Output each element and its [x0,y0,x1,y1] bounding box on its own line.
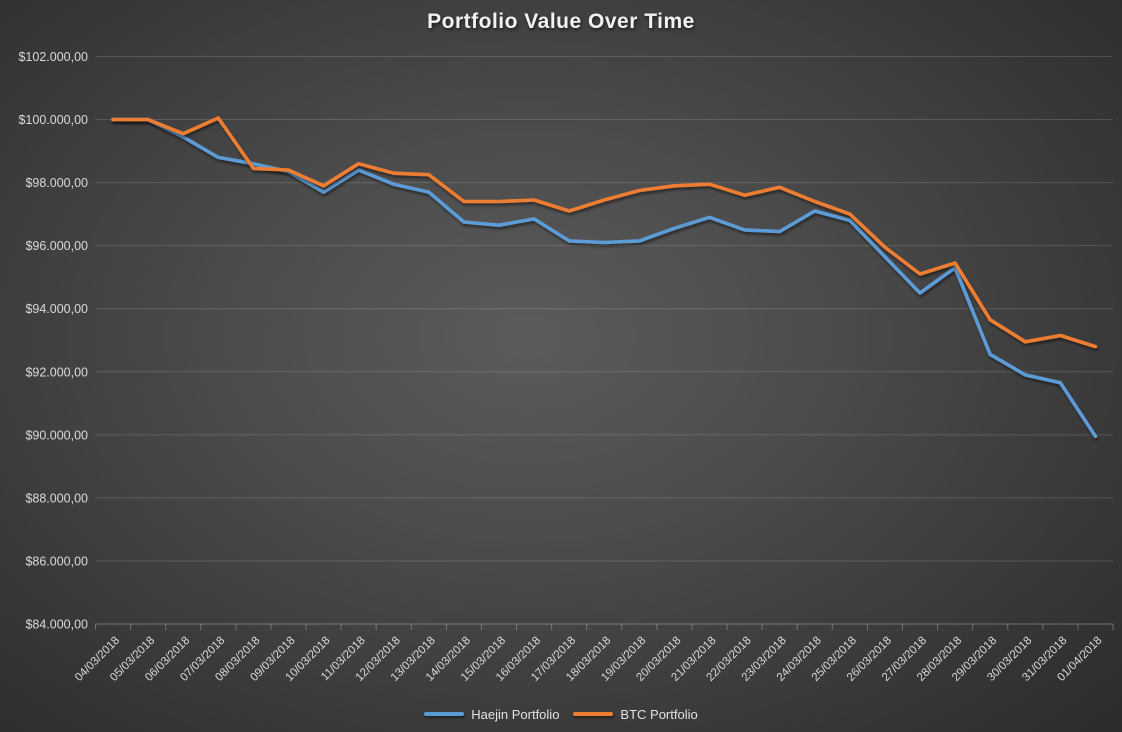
y-axis-label: $102.000,00 [18,50,88,64]
legend-line-haejin-icon [424,712,465,716]
legend-item-btc: BTC Portfolio [573,706,698,722]
y-axis-label: $86.000,00 [25,554,88,568]
y-axis-label: $98.000,00 [25,176,88,190]
legend-line-btc-icon [573,712,614,716]
legend-label-haejin: Haejin Portfolio [471,706,560,722]
y-axis-label: $88.000,00 [25,491,88,505]
y-axis-label: $96.000,00 [25,239,88,253]
legend-label-btc: BTC Portfolio [620,706,698,722]
y-axis-label: $94.000,00 [25,302,88,316]
legend: Haejin Portfolio BTC Portfolio [0,701,1122,727]
y-axis-label: $100.000,00 [18,113,88,127]
legend-item-haejin: Haejin Portfolio [424,707,559,722]
y-axis-label: $92.000,00 [25,365,88,379]
y-axis-label: $90.000,00 [25,428,88,442]
series-line-btc [111,116,1098,349]
y-axis-label: $84.000,00 [25,618,88,632]
chart-title: Portfolio Value Over Time [427,10,695,33]
